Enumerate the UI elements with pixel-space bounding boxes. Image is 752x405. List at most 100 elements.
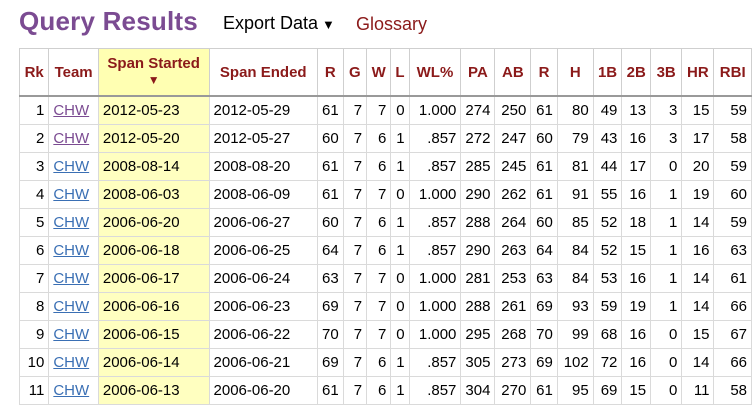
cell-triples: 1 xyxy=(650,264,683,293)
cell-rank: 10 xyxy=(18,348,50,377)
team-link[interactable]: CHW xyxy=(53,214,90,231)
cell-singles: 53 xyxy=(592,264,623,293)
cell-home-runs: 15 xyxy=(681,95,715,125)
column-header-wl-pct[interactable]: WL% xyxy=(408,48,462,97)
column-header-pa[interactable]: PA xyxy=(460,48,496,97)
team-link[interactable]: CHW xyxy=(53,158,90,175)
cell-games: 7 xyxy=(342,264,368,293)
cell-rbi: 59 xyxy=(713,95,752,125)
cell-rbi: 58 xyxy=(713,376,752,405)
glossary-link[interactable]: Glossary xyxy=(356,14,428,34)
column-header-2b[interactable]: 2B xyxy=(621,48,652,97)
cell-rank: 11 xyxy=(18,376,50,405)
column-header-g[interactable]: G xyxy=(342,48,368,97)
cell-hits: 91 xyxy=(556,180,594,209)
cell-runs: 61 xyxy=(316,376,344,405)
cell-home-runs: 16 xyxy=(681,236,715,265)
team-link[interactable]: CHW xyxy=(53,326,90,343)
cell-span-started: 2006-06-15 xyxy=(97,320,210,349)
cell-triples: 3 xyxy=(650,124,683,153)
cell-at-bats: 268 xyxy=(494,320,532,349)
cell-triples: 1 xyxy=(650,292,683,321)
cell-triples: 0 xyxy=(650,320,683,349)
column-header-rk[interactable]: Rk xyxy=(18,48,50,97)
cell-games: 7 xyxy=(342,152,368,181)
column-header-w[interactable]: W xyxy=(366,48,392,97)
cell-games: 7 xyxy=(342,208,368,237)
column-header-span-started[interactable]: Span Started ▼ xyxy=(97,48,210,97)
team-link[interactable]: CHW xyxy=(53,382,90,399)
cell-runs-2: 60 xyxy=(530,124,558,153)
cell-wins: 7 xyxy=(366,180,392,209)
cell-at-bats: 261 xyxy=(494,292,532,321)
column-header-hr[interactable]: HR xyxy=(681,48,715,97)
cell-plate-appearances: 290 xyxy=(460,180,496,209)
table-row: 4 CHW 2008-06-03 2008-06-09 61 7 7 0 1.000 290 262… xyxy=(18,180,752,209)
cell-hits: 95 xyxy=(556,376,594,405)
cell-runs-2: 70 xyxy=(530,320,558,349)
cell-triples: 0 xyxy=(650,348,683,377)
chevron-down-icon: ▼ xyxy=(322,17,335,32)
cell-at-bats: 245 xyxy=(494,152,532,181)
cell-games: 7 xyxy=(342,180,368,209)
cell-rank: 4 xyxy=(18,180,50,209)
cell-team: CHW xyxy=(48,124,99,153)
team-link[interactable]: CHW xyxy=(53,298,90,315)
cell-home-runs: 11 xyxy=(681,376,715,405)
cell-span-started: 2012-05-23 xyxy=(97,95,210,125)
cell-runs: 60 xyxy=(316,208,344,237)
cell-triples: 0 xyxy=(650,376,683,405)
column-header-r[interactable]: R xyxy=(316,48,344,97)
column-header-rbi[interactable]: RBI xyxy=(713,48,752,97)
cell-runs: 63 xyxy=(316,264,344,293)
cell-doubles: 16 xyxy=(621,180,652,209)
cell-hits: 99 xyxy=(556,320,594,349)
export-data-label: Export Data xyxy=(223,13,319,33)
team-link[interactable]: CHW xyxy=(53,130,90,147)
team-link[interactable]: CHW xyxy=(53,354,90,371)
cell-losses: 1 xyxy=(390,236,410,265)
cell-span-ended: 2006-06-20 xyxy=(208,376,318,405)
cell-singles: 69 xyxy=(592,376,623,405)
column-header-ab[interactable]: AB xyxy=(494,48,532,97)
column-header-3b[interactable]: 3B xyxy=(650,48,683,97)
cell-plate-appearances: 288 xyxy=(460,208,496,237)
export-data-dropdown[interactable]: Export Data ▼ xyxy=(223,13,335,34)
cell-win-loss-pct: .857 xyxy=(408,208,462,237)
column-header-team[interactable]: Team xyxy=(48,48,99,97)
cell-hits: 81 xyxy=(556,152,594,181)
table-row: 10 CHW 2006-06-14 2006-06-21 69 7 6 1.857 305 273… xyxy=(18,348,752,377)
cell-runs: 69 xyxy=(316,348,344,377)
cell-rbi: 60 xyxy=(713,180,752,209)
cell-win-loss-pct: .857 xyxy=(408,152,462,181)
cell-games: 7 xyxy=(342,236,368,265)
column-header-h[interactable]: H xyxy=(556,48,594,97)
table-row: 2 CHW 2012-05-20 2012-05-27 60 7 6 1.857 272 247 6… xyxy=(18,124,752,153)
column-header-r2[interactable]: R xyxy=(530,48,558,97)
table-row: 11 CHW 2006-06-13 2006-06-20 61 7 6 1.857 304 270… xyxy=(18,376,752,405)
cell-singles: 43 xyxy=(592,124,623,153)
cell-singles: 72 xyxy=(592,348,623,377)
cell-plate-appearances: 281 xyxy=(460,264,496,293)
cell-hits: 79 xyxy=(556,124,594,153)
cell-runs-2: 63 xyxy=(530,264,558,293)
table-row: 9 CHW 2006-06-15 2006-06-22 70 7 7 0 1.000 295 268… xyxy=(18,320,752,349)
cell-hits: 84 xyxy=(556,236,594,265)
column-header-1b[interactable]: 1B xyxy=(592,48,623,97)
cell-hits: 80 xyxy=(556,95,594,125)
cell-span-started: 2008-06-03 xyxy=(97,180,210,209)
column-header-l[interactable]: L xyxy=(390,48,410,97)
cell-span-ended: 2006-06-23 xyxy=(208,292,318,321)
cell-doubles: 19 xyxy=(621,292,652,321)
cell-at-bats: 270 xyxy=(494,376,532,405)
cell-hits: 84 xyxy=(556,264,594,293)
cell-span-ended: 2006-06-24 xyxy=(208,264,318,293)
team-link[interactable]: CHW xyxy=(53,102,90,119)
team-link[interactable]: CHW xyxy=(53,242,90,259)
team-link[interactable]: CHW xyxy=(53,186,90,203)
cell-wins: 7 xyxy=(366,95,392,125)
cell-plate-appearances: 295 xyxy=(460,320,496,349)
cell-runs-2: 61 xyxy=(530,180,558,209)
column-header-span-ended[interactable]: Span Ended xyxy=(208,48,318,97)
team-link[interactable]: CHW xyxy=(53,270,90,287)
